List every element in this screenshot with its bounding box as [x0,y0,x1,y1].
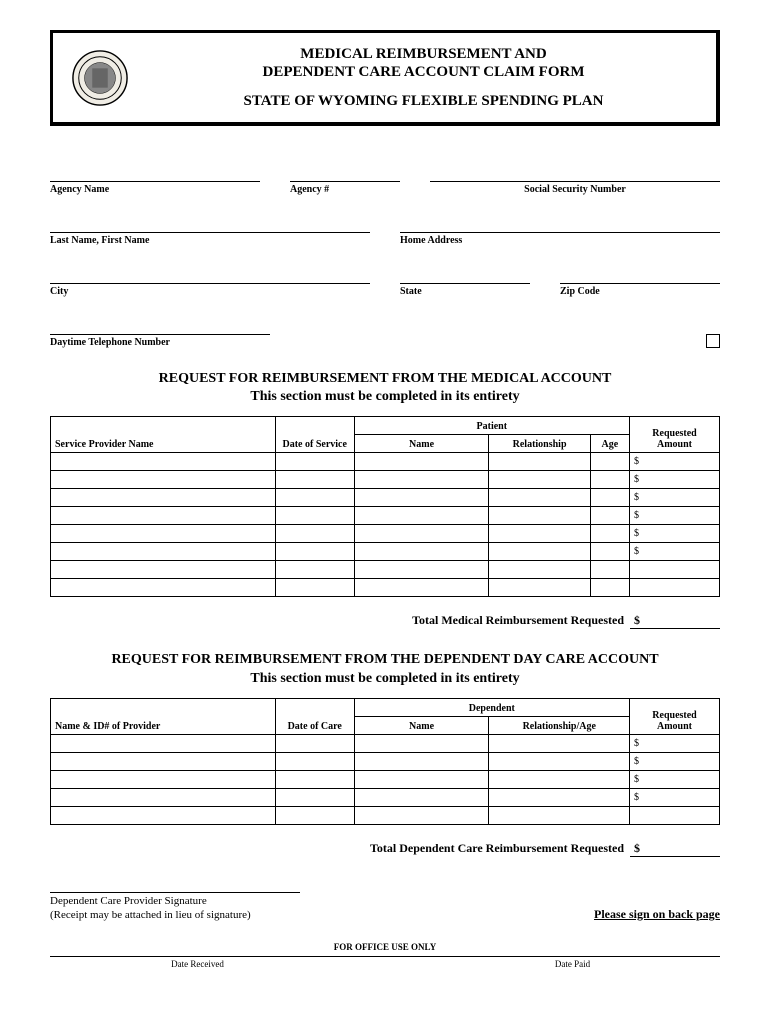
name-field[interactable]: Last Name, First Name [50,217,370,246]
table-row[interactable]: $ [51,489,720,507]
col-age: Age [590,435,629,453]
table-row[interactable]: $ [51,752,720,770]
header-box: MEDICAL REIMBURSEMENT AND DEPENDENT CARE… [50,30,720,126]
col-dependent-group: Dependent [354,698,629,716]
medical-total-value[interactable]: $ [630,613,720,629]
col-dep-provider: Name & ID# of Provider [51,698,276,734]
col-dep-name: Name [354,716,489,734]
table-row[interactable]: $ [51,471,720,489]
phone-field[interactable]: Daytime Telephone Number [50,319,270,348]
table-row[interactable]: $ [51,507,720,525]
field-row-3: City State Zip Code [50,268,720,297]
table-row[interactable]: $ [51,453,720,471]
medical-table: Service Provider Name Date of Service Pa… [50,416,720,597]
state-field[interactable]: State [400,268,530,297]
col-provider: Service Provider Name [51,417,276,453]
col-requested: Requested Amount [630,417,720,453]
col-dep-relage: Relationship/Age [489,716,630,734]
form-title-line1: MEDICAL REIMBURSEMENT AND [149,45,698,63]
office-use-heading: FOR OFFICE USE ONLY [50,942,720,952]
form-title-line2: DEPENDENT CARE ACCOUNT CLAIM FORM [149,63,698,81]
home-address-field[interactable]: Home Address [400,217,720,246]
date-paid-field: Date Paid [425,959,720,969]
table-row[interactable]: $ [51,770,720,788]
table-row[interactable]: $ [51,788,720,806]
ssn-field[interactable]: Social Security Number [430,166,720,195]
col-date: Date of Service [275,417,354,453]
form-subtitle: STATE OF WYOMING FLEXIBLE SPENDING PLAN [149,93,698,110]
zip-field[interactable]: Zip Code [560,268,720,297]
col-patient-group: Patient [354,417,629,435]
table-row-blank [51,561,720,579]
city-field[interactable]: City [50,268,370,297]
header-titles: MEDICAL REIMBURSEMENT AND DEPENDENT CARE… [149,45,698,110]
dependent-table: Name & ID# of Provider Date of Care Depe… [50,698,720,825]
medical-heading: REQUEST FOR REIMBURSEMENT FROM THE MEDIC… [50,370,720,406]
table-row-blank [51,579,720,597]
col-relationship: Relationship [489,435,590,453]
table-row[interactable]: $ [51,525,720,543]
state-seal-icon [71,49,129,107]
col-dep-date: Date of Care [275,698,354,734]
signature-label: Dependent Care Provider Signature [50,895,720,907]
medical-total: Total Medical Reimbursement Requested $ [50,613,720,629]
checkbox[interactable] [706,334,720,348]
dependent-total-value[interactable]: $ [630,841,720,857]
office-row: Date Received Date Paid [50,956,720,969]
table-row[interactable]: $ [51,734,720,752]
col-patient-name: Name [354,435,489,453]
dependent-heading: REQUEST FOR REIMBURSEMENT FROM THE DEPEN… [50,651,720,687]
col-dep-requested: Requested Amount [630,698,720,734]
field-row-4: Daytime Telephone Number [50,319,720,348]
agency-number-field[interactable]: Agency # [290,166,400,195]
dependent-total: Total Dependent Care Reimbursement Reque… [50,841,720,857]
field-row-1: Agency Name Agency # Social Security Num… [50,166,720,195]
signature-line[interactable] [50,879,300,893]
agency-name-field[interactable]: Agency Name [50,166,260,195]
table-row-blank [51,806,720,824]
field-row-2: Last Name, First Name Home Address [50,217,720,246]
table-row[interactable]: $ [51,543,720,561]
date-received-field: Date Received [50,959,345,969]
